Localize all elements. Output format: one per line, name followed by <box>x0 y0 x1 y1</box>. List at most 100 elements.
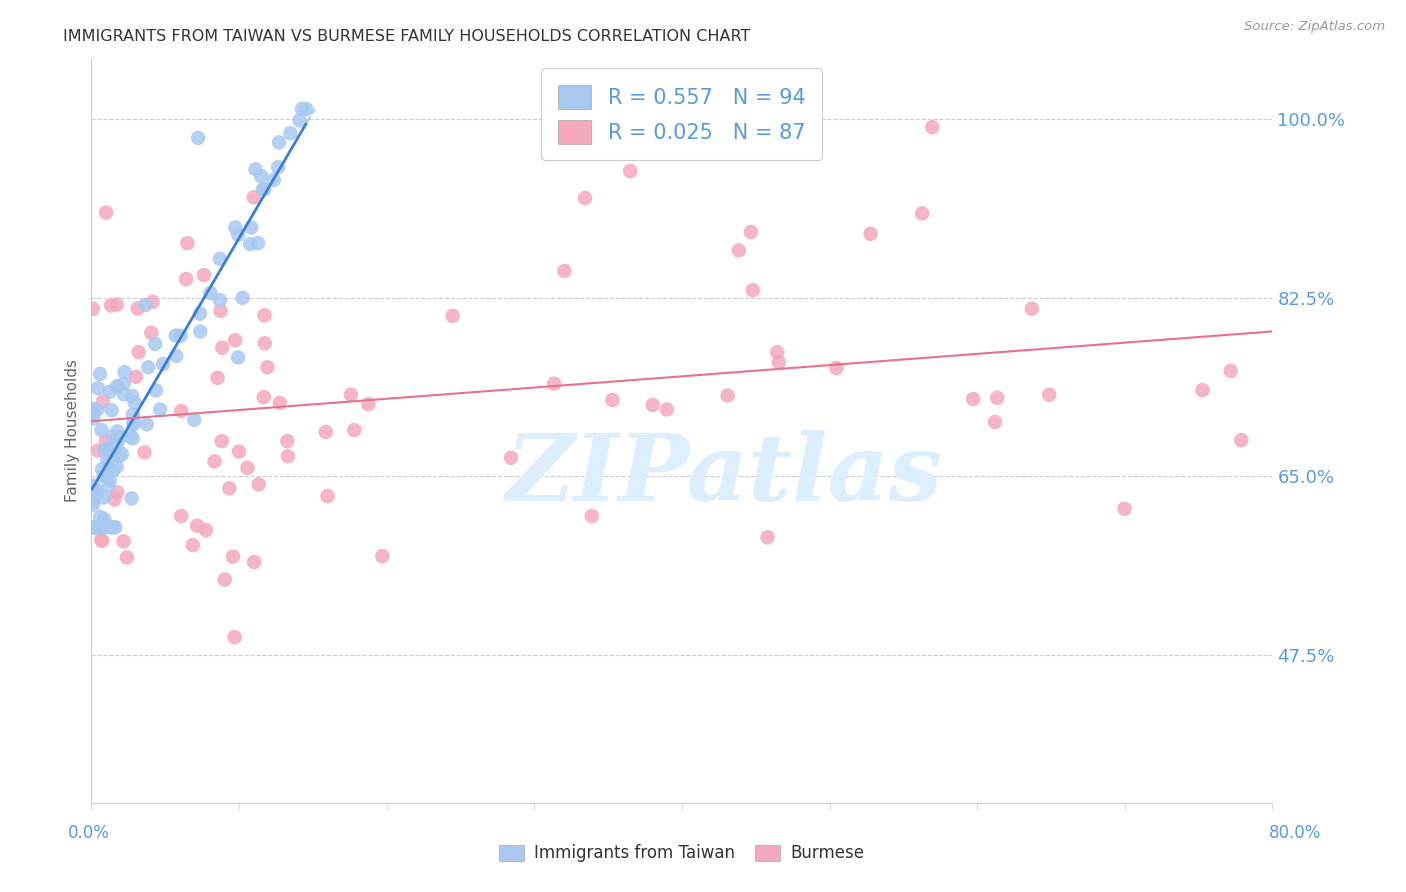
Point <box>93 491 115 505</box>
Point <box>105 425 128 439</box>
Point <box>105 438 128 452</box>
Point <box>208 252 231 266</box>
Point <box>112 376 135 391</box>
Point <box>82 406 104 420</box>
Point <box>224 220 246 235</box>
Point <box>188 307 211 321</box>
Point <box>214 573 236 587</box>
Point <box>134 445 156 459</box>
Point <box>94 434 117 448</box>
Point <box>89 367 111 381</box>
Point <box>165 328 187 343</box>
Point <box>89 510 111 524</box>
Point <box>86 487 108 501</box>
Point <box>602 392 624 407</box>
Point <box>82 478 104 492</box>
Point <box>768 355 790 369</box>
Point <box>127 301 149 316</box>
Text: Source: ZipAtlas.com: Source: ZipAtlas.com <box>1244 20 1385 33</box>
Point <box>236 460 259 475</box>
Point <box>87 443 110 458</box>
Point <box>149 402 172 417</box>
Point <box>250 169 273 184</box>
Point <box>186 518 208 533</box>
Point <box>136 360 159 375</box>
Point <box>124 395 146 409</box>
Point <box>91 394 114 409</box>
Point <box>243 555 266 569</box>
Point <box>96 452 118 467</box>
Point <box>962 392 984 406</box>
Point <box>103 492 125 507</box>
Point <box>91 520 114 534</box>
Point <box>141 326 163 340</box>
Point <box>315 425 337 439</box>
Point <box>209 304 232 318</box>
Point <box>115 550 138 565</box>
Point <box>103 448 125 462</box>
Point <box>357 397 380 411</box>
Point <box>226 351 249 365</box>
Point <box>82 485 104 500</box>
Point <box>183 413 205 427</box>
Point <box>727 244 749 258</box>
Point <box>96 470 118 484</box>
Point <box>187 131 209 145</box>
Point <box>208 293 231 308</box>
Point <box>97 479 120 493</box>
Point <box>256 360 278 375</box>
Point <box>200 286 222 301</box>
Point <box>1021 301 1043 316</box>
Point <box>240 220 263 235</box>
Point <box>170 328 193 343</box>
Point <box>82 301 104 316</box>
Point <box>93 512 115 526</box>
Point <box>110 430 132 444</box>
Point <box>499 450 522 465</box>
Point <box>911 206 934 220</box>
Point <box>641 398 664 412</box>
Point <box>82 411 104 425</box>
Point <box>107 379 129 393</box>
Point <box>120 429 142 443</box>
Point <box>263 173 285 187</box>
Point <box>112 387 135 401</box>
Text: IMMIGRANTS FROM TAIWAN VS BURMESE FAMILY HOUSEHOLDS CORRELATION CHART: IMMIGRANTS FROM TAIWAN VS BURMESE FAMILY… <box>63 29 751 44</box>
Point <box>195 523 218 537</box>
Point <box>176 236 198 251</box>
Point <box>98 384 121 399</box>
Y-axis label: Family Households: Family Households <box>65 359 80 502</box>
Point <box>90 423 112 437</box>
Point <box>105 459 128 474</box>
Point <box>114 365 136 379</box>
Point <box>121 491 143 506</box>
Point <box>122 408 145 422</box>
Point <box>316 489 339 503</box>
Point <box>247 477 270 491</box>
Point <box>82 402 104 417</box>
Point <box>145 384 167 398</box>
Point <box>1038 388 1060 402</box>
Point <box>170 404 193 418</box>
Point <box>87 381 110 395</box>
Point <box>193 268 215 282</box>
Point <box>98 473 121 487</box>
Point <box>91 533 114 548</box>
Point <box>84 520 107 534</box>
Point <box>859 227 882 241</box>
Point <box>105 448 128 462</box>
Text: 80.0%: 80.0% <box>1270 824 1322 842</box>
Point <box>107 379 129 393</box>
Point <box>252 182 274 196</box>
Point <box>103 463 125 477</box>
Point <box>277 449 299 463</box>
Point <box>553 264 575 278</box>
Point <box>82 492 104 507</box>
Point <box>239 237 262 252</box>
Point <box>207 371 229 385</box>
Point <box>581 509 603 524</box>
Point <box>245 162 267 177</box>
Point <box>291 102 314 116</box>
Point <box>211 341 233 355</box>
Point <box>94 443 117 458</box>
